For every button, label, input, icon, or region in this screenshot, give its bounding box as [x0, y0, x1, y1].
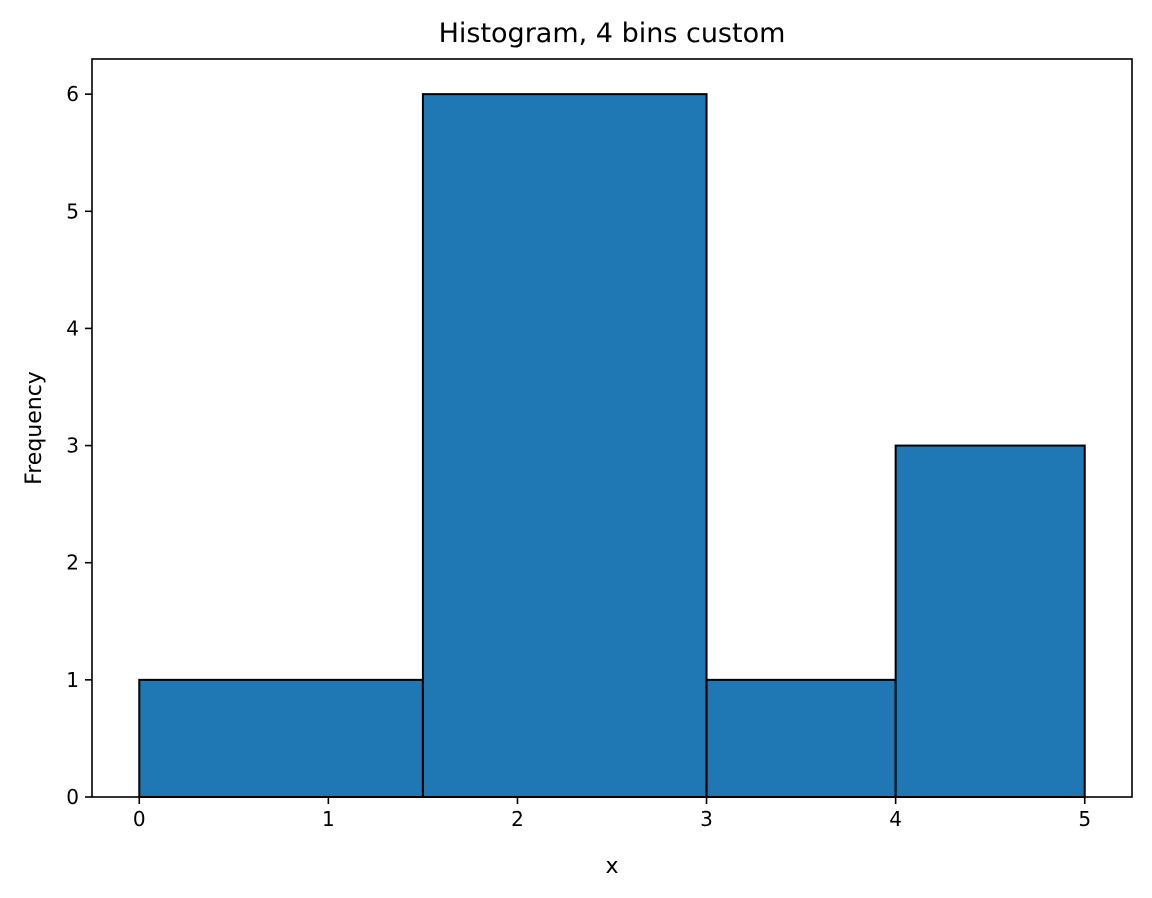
x-tick-label: 1 [322, 807, 335, 831]
y-tick-label: 3 [66, 434, 79, 458]
x-tick-label: 0 [133, 807, 146, 831]
x-axis-label: x [605, 854, 618, 879]
y-axis-label: Frequency [22, 371, 47, 485]
y-tick-label: 0 [66, 785, 79, 809]
chart-title: Histogram, 4 bins custom [439, 18, 786, 49]
y-tick-label: 6 [66, 82, 79, 106]
bars-group [138, 93, 1086, 798]
x-tick-label: 2 [511, 807, 524, 831]
y-tick-label: 4 [66, 316, 79, 340]
histogram-bar-4 [894, 444, 1086, 798]
x-tick-label: 3 [700, 807, 713, 831]
histogram-bar-2 [421, 93, 708, 798]
histogram-bar-1 [138, 678, 424, 798]
histogram-bar-3 [705, 678, 897, 798]
x-axis: 0 1 2 3 4 5 [133, 797, 1091, 831]
plot-frame [91, 58, 1133, 798]
y-tick-label: 1 [66, 668, 79, 692]
x-tick-label: 5 [1078, 807, 1091, 831]
x-tick-label: 4 [889, 807, 902, 831]
y-tick-label: 2 [66, 551, 79, 575]
y-axis: 0 1 2 3 4 5 6 [66, 82, 92, 809]
y-tick-label: 5 [66, 199, 79, 223]
